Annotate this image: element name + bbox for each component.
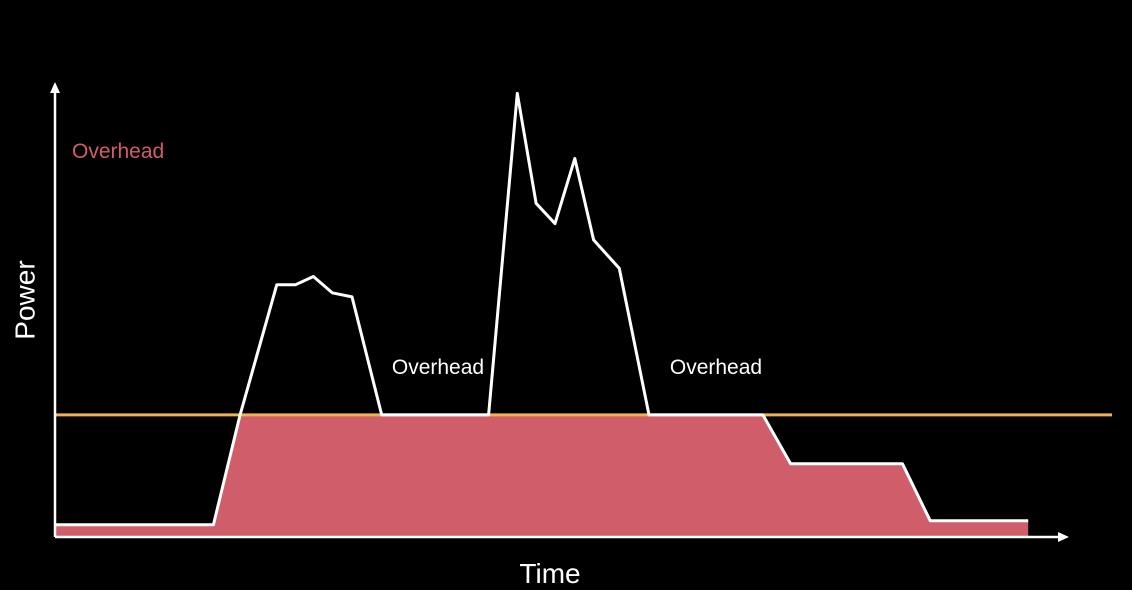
overhead-area xyxy=(55,414,1029,537)
x-axis-arrow-icon xyxy=(1058,532,1069,542)
y-axis-label: Power xyxy=(9,260,40,339)
total-power-line xyxy=(55,91,1029,527)
overhead-legend-label: Overhead xyxy=(72,140,164,163)
x-axis-label: Time xyxy=(519,558,580,589)
y-axis-arrow-icon xyxy=(50,82,60,93)
overhead-annotation-1: Overhead xyxy=(392,356,484,379)
overhead-annotation-2: Overhead xyxy=(670,356,762,379)
